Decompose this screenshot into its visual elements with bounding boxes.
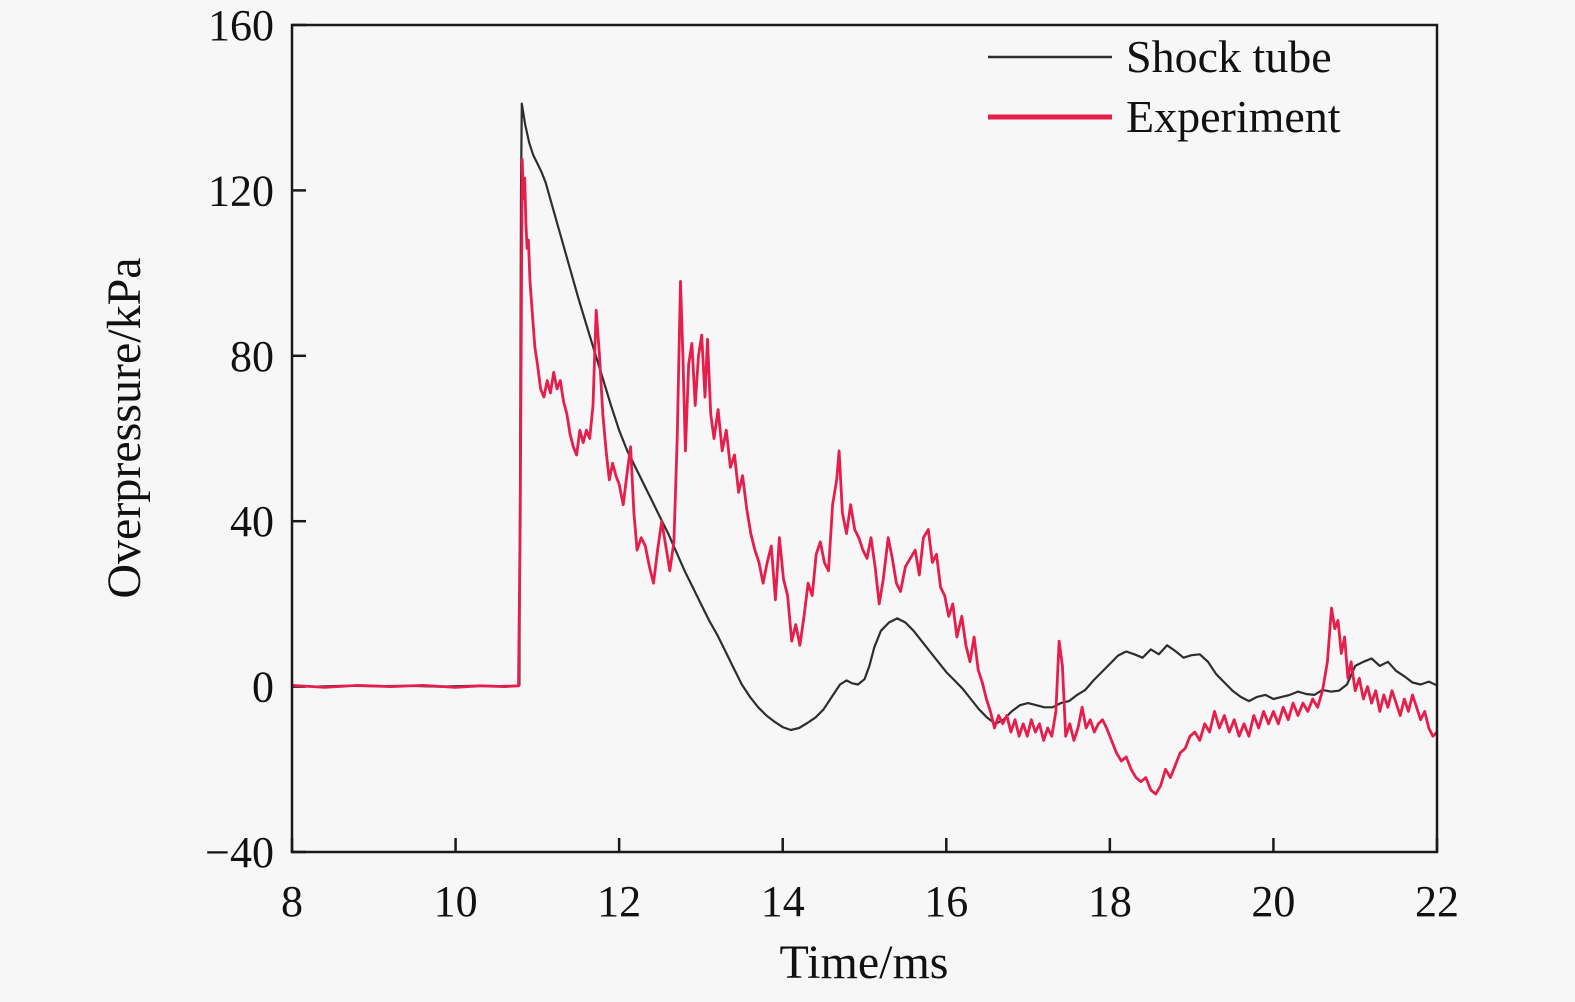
y-tick-label: 80 — [230, 332, 274, 381]
y-tick-label: −40 — [205, 828, 274, 877]
x-tick-label: 12 — [597, 877, 641, 926]
y-tick-label: 120 — [208, 166, 274, 215]
x-tick-label: 20 — [1251, 877, 1295, 926]
x-tick-label: 18 — [1088, 877, 1132, 926]
x-tick-label: 8 — [281, 877, 303, 926]
x-tick-label: 10 — [434, 877, 478, 926]
data-series — [292, 102, 1437, 796]
y-tick-label: 0 — [252, 663, 274, 712]
y-tick-label: 40 — [230, 497, 274, 546]
x-axis-title: Time/ms — [780, 936, 949, 989]
legend: Shock tube Experiment — [988, 31, 1341, 142]
series-line-experiment — [292, 157, 1437, 796]
legend-label-experiment: Experiment — [1126, 91, 1341, 142]
plot-area — [292, 25, 1437, 852]
axis-ticks: 8 10 12 14 16 18 20 22 −40 0 40 80 120 160 — [205, 1, 1459, 926]
x-tick-label: 22 — [1415, 877, 1459, 926]
legend-label-shock-tube: Shock tube — [1126, 31, 1332, 82]
y-axis-title: Overpressure/kPa — [98, 257, 151, 598]
y-tick-label: 160 — [208, 1, 274, 50]
plot-border — [290, 23, 1439, 854]
series-line-shock-tube — [292, 102, 1437, 732]
x-tick-label: 14 — [761, 877, 805, 926]
x-tick-label: 16 — [924, 877, 968, 926]
